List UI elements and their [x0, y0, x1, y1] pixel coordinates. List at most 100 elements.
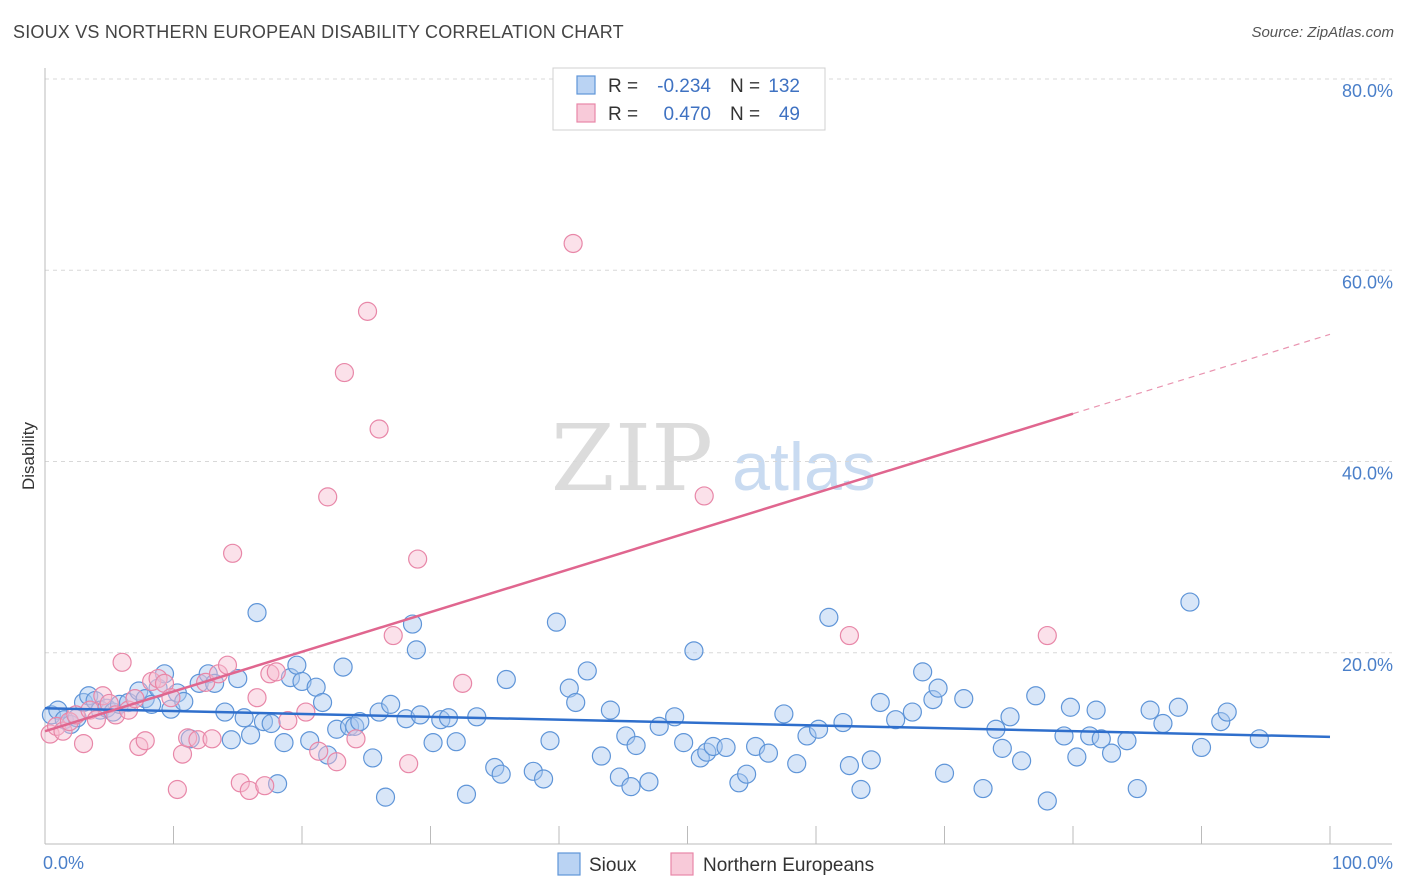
- northern-european-point-38: [318, 487, 338, 507]
- sioux-point-106: [954, 689, 974, 709]
- chart-title: SIOUX VS NORTHERN EUROPEAN DISABILITY CO…: [13, 22, 624, 42]
- sioux-point-109: [992, 738, 1012, 758]
- sioux-point-1: [48, 700, 68, 720]
- sioux-point-120: [1101, 743, 1122, 763]
- bottom-legend-label-sioux: Sioux: [589, 855, 637, 876]
- sioux-point-93: [808, 719, 829, 739]
- sioux-point-90: [774, 704, 794, 724]
- northern-european-point-27: [217, 655, 238, 675]
- sioux-point-44: [339, 716, 360, 736]
- sioux-point-103: [923, 690, 943, 710]
- sioux-point-47: [363, 748, 383, 768]
- sioux-point-59: [456, 784, 477, 804]
- sioux-points: [41, 592, 1269, 811]
- northern-european-point-23: [188, 730, 208, 750]
- gridlines: [45, 78, 1392, 654]
- northern-european-points: [40, 233, 1057, 801]
- northern-european-point-32: [255, 776, 275, 796]
- x-tick-label-max: 100.0%: [1332, 853, 1393, 873]
- northern-european-trend-line: [44, 412, 1074, 733]
- northern-european-point-40: [334, 362, 355, 383]
- sioux-point-56: [431, 710, 451, 730]
- sioux-point-35: [280, 668, 301, 688]
- northern-european-point-51: [1037, 625, 1057, 646]
- correlation-legend: R = -0.234 N = 132 R = 0.470 N = 49: [552, 67, 826, 131]
- sioux-point-102: [913, 662, 933, 682]
- legend-r-value-2: 0.470: [663, 104, 711, 125]
- legend-swatch-northern-europeans: [576, 103, 596, 123]
- northern-european-point-49: [694, 486, 714, 506]
- northern-european-point-37: [309, 741, 329, 761]
- northern-european-point-47: [453, 673, 473, 693]
- sioux-point-49: [375, 787, 396, 807]
- sioux-point-89: [758, 743, 779, 763]
- sioux-point-53: [406, 640, 426, 660]
- sioux-point-111: [1011, 751, 1032, 771]
- legend-n-label-1: N =: [730, 76, 760, 97]
- northern-european-point-35: [278, 711, 298, 731]
- sioux-point-72: [600, 700, 621, 720]
- sioux-point-54: [410, 705, 430, 725]
- sioux-point-125: [1168, 697, 1188, 717]
- sioux-point-115: [1060, 697, 1081, 717]
- legend-n-value-2: 49: [779, 104, 800, 125]
- northern-european-point-36: [296, 702, 316, 722]
- sioux-point-32: [261, 713, 281, 734]
- sioux-point-77: [639, 772, 659, 792]
- sioux-point-40: [312, 692, 333, 713]
- sioux-point-126: [1180, 592, 1200, 612]
- y-tick-label-40: 40.0%: [1342, 464, 1393, 484]
- northern-european-point-5: [73, 733, 94, 754]
- legend-n-value-1: 132: [768, 76, 800, 97]
- sioux-point-55: [423, 733, 443, 753]
- sioux-point-26: [221, 730, 241, 750]
- sioux-point-119: [1091, 729, 1111, 749]
- sioux-point-91: [787, 754, 807, 774]
- sioux-point-129: [1217, 702, 1237, 722]
- sioux-point-101: [902, 702, 922, 722]
- sioux-point-76: [626, 735, 646, 756]
- sioux-point-30: [247, 602, 267, 623]
- sioux-point-121: [1117, 731, 1137, 751]
- legend-swatch-sioux: [576, 75, 596, 95]
- sioux-point-122: [1127, 778, 1147, 799]
- northern-european-point-8: [93, 686, 113, 706]
- sioux-point-81: [684, 641, 704, 661]
- northern-european-point-45: [399, 754, 419, 774]
- trend-lines: [44, 333, 1331, 739]
- sioux-point-104: [928, 678, 948, 698]
- sioux-point-130: [1249, 729, 1269, 749]
- legend-box: [552, 67, 826, 131]
- y-axis-label: Disability: [19, 421, 38, 490]
- sioux-point-58: [446, 732, 466, 752]
- bottom-legend-swatch-sioux: [557, 852, 581, 876]
- sioux-point-70: [577, 661, 597, 681]
- sioux-point-64: [523, 761, 543, 781]
- y-tick-label-60: 60.0%: [1342, 272, 1393, 292]
- sioux-point-123: [1140, 700, 1160, 720]
- northern-european-point-25: [202, 729, 222, 749]
- sioux-point-97: [851, 779, 871, 800]
- northern-european-point-34: [266, 662, 286, 682]
- sioux-point-43: [333, 657, 353, 677]
- axes: [44, 68, 1392, 845]
- sioux-point-98: [861, 750, 881, 770]
- sioux-point-92: [797, 726, 817, 746]
- sioux-point-94: [819, 607, 839, 627]
- legend-r-label-2: R =: [608, 104, 638, 125]
- sioux-point-71: [591, 746, 612, 766]
- sioux-point-80: [674, 733, 694, 753]
- sioux-point-68: [559, 678, 579, 698]
- sioux-point-100: [886, 710, 906, 730]
- northern-european-point-11: [112, 652, 132, 672]
- sioux-point-85: [716, 737, 736, 758]
- northern-european-point-30: [239, 780, 259, 801]
- sioux-point-124: [1153, 713, 1173, 734]
- sioux-point-34: [274, 733, 294, 753]
- sioux-point-74: [616, 726, 636, 746]
- sioux-point-69: [566, 692, 586, 713]
- northern-european-point-15: [135, 731, 155, 751]
- sioux-point-95: [833, 712, 853, 733]
- northern-european-point-18: [154, 673, 175, 693]
